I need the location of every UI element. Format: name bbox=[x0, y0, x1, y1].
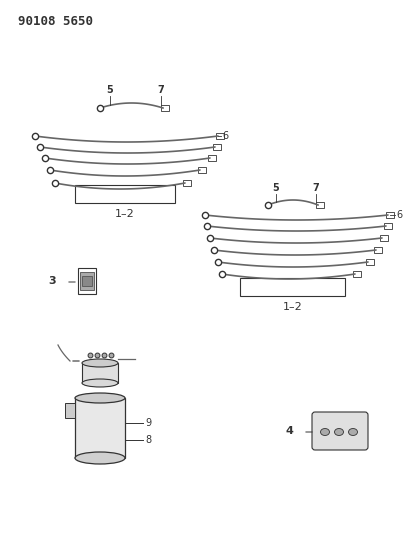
Text: 7: 7 bbox=[158, 85, 164, 95]
Bar bbox=[316, 202, 324, 208]
Text: 90108 5650: 90108 5650 bbox=[18, 15, 93, 28]
Bar bbox=[380, 235, 388, 241]
Bar bbox=[75, 398, 125, 458]
Ellipse shape bbox=[82, 379, 118, 387]
FancyBboxPatch shape bbox=[312, 412, 368, 450]
Ellipse shape bbox=[320, 429, 329, 435]
Text: 5: 5 bbox=[272, 183, 280, 193]
Bar bbox=[82, 363, 118, 383]
Bar bbox=[384, 223, 392, 229]
Bar bbox=[353, 271, 361, 277]
Bar bbox=[213, 144, 221, 150]
Bar bbox=[161, 105, 169, 111]
Ellipse shape bbox=[334, 429, 344, 435]
Bar bbox=[374, 247, 382, 253]
Bar bbox=[366, 259, 374, 265]
Text: 6: 6 bbox=[396, 210, 402, 220]
Text: 3: 3 bbox=[48, 276, 56, 286]
Bar bbox=[240, 278, 345, 296]
Bar bbox=[78, 268, 96, 294]
Bar bbox=[198, 167, 206, 173]
Ellipse shape bbox=[75, 393, 125, 403]
Bar bbox=[80, 272, 94, 290]
Bar bbox=[208, 155, 216, 161]
Bar bbox=[82, 276, 92, 286]
Text: 6: 6 bbox=[222, 131, 228, 141]
Bar bbox=[216, 133, 224, 139]
Bar bbox=[386, 212, 394, 218]
Bar bbox=[183, 180, 191, 186]
Ellipse shape bbox=[82, 359, 118, 367]
Text: 4: 4 bbox=[285, 426, 293, 436]
Bar bbox=[65, 403, 75, 418]
Text: 7: 7 bbox=[313, 183, 319, 193]
Text: 8: 8 bbox=[145, 435, 151, 445]
Text: 9: 9 bbox=[145, 418, 151, 428]
Text: 5: 5 bbox=[106, 85, 114, 95]
Text: 1–2: 1–2 bbox=[282, 302, 302, 312]
Ellipse shape bbox=[349, 429, 357, 435]
Ellipse shape bbox=[75, 452, 125, 464]
Text: 1–2: 1–2 bbox=[115, 209, 135, 219]
Bar bbox=[75, 185, 175, 203]
